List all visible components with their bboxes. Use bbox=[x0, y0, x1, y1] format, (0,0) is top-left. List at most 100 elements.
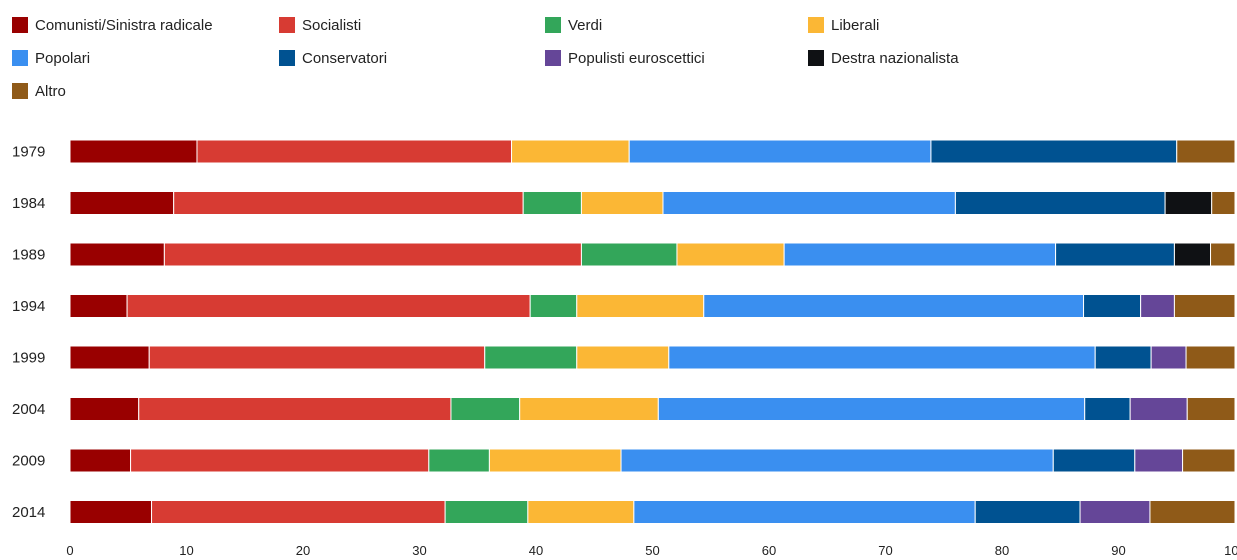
legend-label: Popolari bbox=[35, 50, 90, 67]
bar-segment bbox=[930, 139, 1178, 164]
bar-segment bbox=[1211, 191, 1236, 215]
x-tick-label: 50 bbox=[645, 543, 659, 558]
legend-label: Altro bbox=[35, 83, 66, 100]
bar-segment bbox=[1052, 448, 1136, 473]
bar-segment bbox=[1149, 500, 1236, 524]
bar-segment bbox=[450, 397, 521, 421]
bar-segment bbox=[126, 294, 531, 318]
bar-segment bbox=[783, 242, 1057, 267]
legend-label: Populisti euroscettici bbox=[568, 50, 705, 67]
x-tick-label: 20 bbox=[296, 543, 310, 558]
bar-segment bbox=[488, 448, 622, 473]
bar-segment bbox=[69, 448, 132, 473]
legend-swatch bbox=[808, 50, 824, 66]
bar-segment bbox=[576, 345, 670, 370]
bar-segment bbox=[69, 191, 175, 215]
bar-segment bbox=[522, 191, 582, 215]
bar-segment bbox=[1182, 448, 1236, 473]
bar-segment bbox=[1140, 294, 1175, 318]
bar-segment bbox=[69, 294, 128, 318]
bar-segment bbox=[1150, 345, 1187, 370]
bar-area bbox=[69, 139, 1236, 524]
legend-swatch bbox=[12, 50, 28, 66]
category-label: 2009 bbox=[12, 453, 45, 470]
value-axis: 0 10 20 30 40 50 60 70 80 90 100 bbox=[66, 543, 1237, 558]
legend-label: Verdi bbox=[568, 17, 602, 34]
legend-swatch bbox=[12, 83, 28, 99]
legend-label: Conservatori bbox=[302, 50, 387, 67]
bar-segment bbox=[130, 448, 430, 473]
bar-segment bbox=[676, 242, 785, 267]
bar-segment bbox=[138, 397, 452, 421]
bar-segment bbox=[1186, 397, 1236, 421]
x-tick-label: 60 bbox=[762, 543, 776, 558]
legend: Comunisti/Sinistra radicale Socialisti Ver… bbox=[12, 17, 959, 100]
bar-segment bbox=[1055, 242, 1175, 267]
bar-segment bbox=[444, 500, 529, 524]
bar-segment bbox=[529, 294, 578, 318]
x-tick-label: 10 bbox=[179, 543, 193, 558]
bar-segment bbox=[151, 500, 446, 524]
bar-segment bbox=[703, 294, 1085, 318]
bar-segment bbox=[1185, 345, 1236, 370]
category-label: 2014 bbox=[12, 504, 45, 521]
bar-segment bbox=[69, 242, 165, 267]
bar-segment bbox=[580, 242, 678, 267]
bar-segment bbox=[527, 500, 635, 524]
bar-segment bbox=[1134, 448, 1184, 473]
category-label: 1979 bbox=[12, 144, 45, 161]
x-tick-label: 90 bbox=[1111, 543, 1125, 558]
x-tick-label: 40 bbox=[529, 543, 543, 558]
bar-segment bbox=[633, 500, 976, 524]
bar-segment bbox=[1084, 397, 1131, 421]
legend-swatch bbox=[279, 50, 295, 66]
bar-segment bbox=[428, 448, 490, 473]
x-tick-label: 80 bbox=[995, 543, 1009, 558]
legend-swatch bbox=[545, 17, 561, 33]
bar-segment bbox=[69, 345, 150, 370]
bar-segment bbox=[954, 191, 1166, 215]
bar-segment bbox=[484, 345, 578, 370]
bar-segment bbox=[1210, 242, 1236, 267]
bar-segment bbox=[1129, 397, 1188, 421]
x-tick-label: 30 bbox=[412, 543, 426, 558]
bar-segment bbox=[1176, 139, 1236, 164]
bar-segment bbox=[668, 345, 1096, 370]
legend-label: Comunisti/Sinistra radicale bbox=[35, 17, 213, 34]
category-label: 1999 bbox=[12, 350, 45, 367]
bar-segment bbox=[576, 294, 705, 318]
bar-segment bbox=[1173, 294, 1236, 318]
legend-swatch bbox=[12, 17, 28, 33]
x-tick-label: 0 bbox=[66, 543, 73, 558]
legend-swatch bbox=[279, 17, 295, 33]
bar-segment bbox=[511, 139, 630, 164]
bar-segment bbox=[1164, 191, 1213, 215]
legend-label: Destra nazionalista bbox=[831, 50, 959, 67]
bar-segment bbox=[173, 191, 524, 215]
bar-segment bbox=[69, 397, 140, 421]
legend-label: Liberali bbox=[831, 17, 879, 34]
bar-segment bbox=[1094, 345, 1152, 370]
category-label: 1994 bbox=[12, 298, 45, 315]
legend-label: Socialisti bbox=[302, 17, 361, 34]
bar-segment bbox=[1173, 242, 1212, 267]
bar-segment bbox=[657, 397, 1086, 421]
category-label: 1984 bbox=[12, 195, 45, 212]
bar-segment bbox=[662, 191, 956, 215]
bar-segment bbox=[974, 500, 1081, 524]
bar-segment bbox=[620, 448, 1054, 473]
bar-segment bbox=[148, 345, 486, 370]
bar-segment bbox=[163, 242, 582, 267]
x-tick-label: 100 bbox=[1224, 543, 1237, 558]
category-label: 1989 bbox=[12, 247, 45, 264]
bar-segment bbox=[69, 139, 198, 164]
bar-segment bbox=[196, 139, 513, 164]
legend-swatch bbox=[545, 50, 561, 66]
bar-segment bbox=[580, 191, 664, 215]
bar-segment bbox=[69, 500, 153, 524]
bar-segment bbox=[1083, 294, 1142, 318]
legend-swatch bbox=[808, 17, 824, 33]
bar-segment bbox=[1079, 500, 1151, 524]
category-label: 2004 bbox=[12, 401, 45, 418]
